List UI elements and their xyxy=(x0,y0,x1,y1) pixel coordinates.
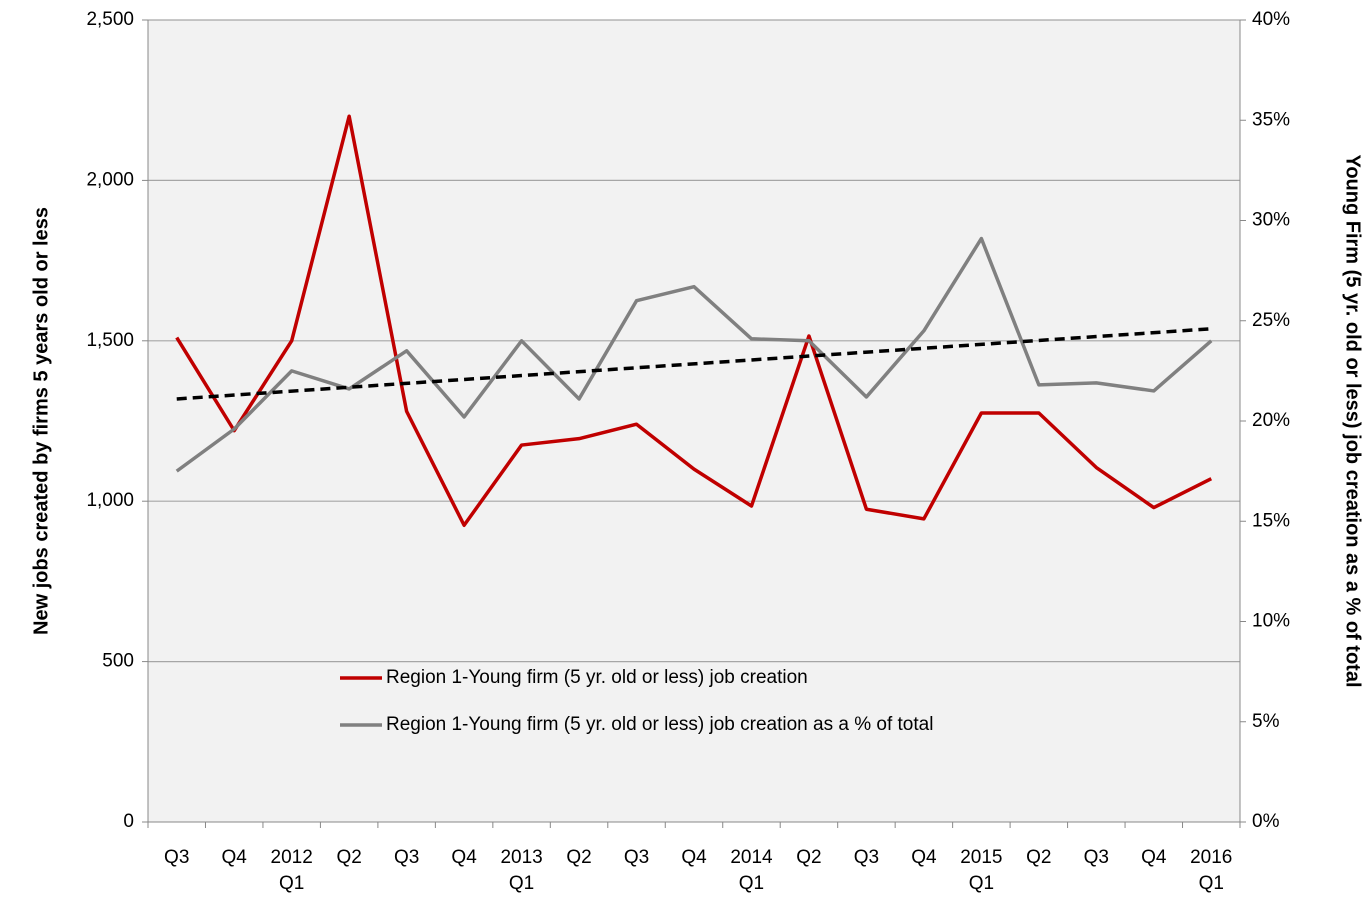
x-tick-label: Q1 xyxy=(509,873,534,894)
y2-tick-label: 0% xyxy=(1252,811,1280,832)
y2-tick-label: 5% xyxy=(1252,711,1280,732)
x-tick-label: Q3 xyxy=(854,847,879,868)
x-tick-label: 2013 xyxy=(500,847,542,868)
x-tick-label: Q1 xyxy=(279,873,304,894)
x-tick-label: Q2 xyxy=(796,847,821,868)
x-tick-label: Q2 xyxy=(1026,847,1051,868)
series-line xyxy=(175,114,1213,528)
y-tick-label: 1,500 xyxy=(86,330,134,351)
x-tick-label: Q1 xyxy=(1199,873,1224,894)
y-tick-label: 500 xyxy=(102,651,134,672)
y2-tick-label: 25% xyxy=(1252,310,1290,331)
y2-axis-title: Young Firm (5 yr. old or less) job creat… xyxy=(1342,154,1364,687)
x-tick-label: Q3 xyxy=(394,847,419,868)
x-tick-label: Q4 xyxy=(1141,847,1167,868)
x-tick-label: Q4 xyxy=(911,847,937,868)
x-tick-label: Q3 xyxy=(624,847,649,868)
x-tick-label: Q3 xyxy=(164,847,189,868)
x-tick-label: Q4 xyxy=(451,847,477,868)
y2-tick-label: 10% xyxy=(1252,611,1290,632)
y2-tick-label: 15% xyxy=(1252,510,1290,531)
x-tick-label: 2014 xyxy=(730,847,773,868)
x-tick-label: Q4 xyxy=(222,847,248,868)
x-tick-label: 2016 xyxy=(1190,847,1232,868)
x-tick-label: Q2 xyxy=(566,847,591,868)
y2-tick-label: 20% xyxy=(1252,410,1290,431)
y-tick-label: 0 xyxy=(123,811,134,832)
x-tick-label: 2012 xyxy=(271,847,313,868)
x-tick-label: Q2 xyxy=(336,847,361,868)
x-tick-label: Q1 xyxy=(969,873,994,894)
legend-label: Region 1-Young firm (5 yr. old or less) … xyxy=(386,667,808,688)
y-tick-label: 1,000 xyxy=(86,490,134,511)
plot-area xyxy=(148,20,1240,822)
x-tick-label: Q4 xyxy=(681,847,707,868)
y-tick-label: 2,500 xyxy=(86,9,134,30)
x-tick-label: 2015 xyxy=(960,847,1002,868)
x-tick-label: Q1 xyxy=(739,873,764,894)
y2-tick-label: 40% xyxy=(1252,9,1290,30)
legend-label: Region 1-Young firm (5 yr. old or less) … xyxy=(386,714,933,735)
y2-tick-label: 35% xyxy=(1252,109,1290,130)
y-tick-label: 2,000 xyxy=(86,169,134,190)
x-tick-label: Q3 xyxy=(1084,847,1109,868)
series-line xyxy=(175,236,1213,473)
y-axis-title: New jobs created by firms 5 years old or… xyxy=(30,207,52,635)
trendline xyxy=(176,327,1212,401)
y2-tick-label: 30% xyxy=(1252,210,1290,231)
